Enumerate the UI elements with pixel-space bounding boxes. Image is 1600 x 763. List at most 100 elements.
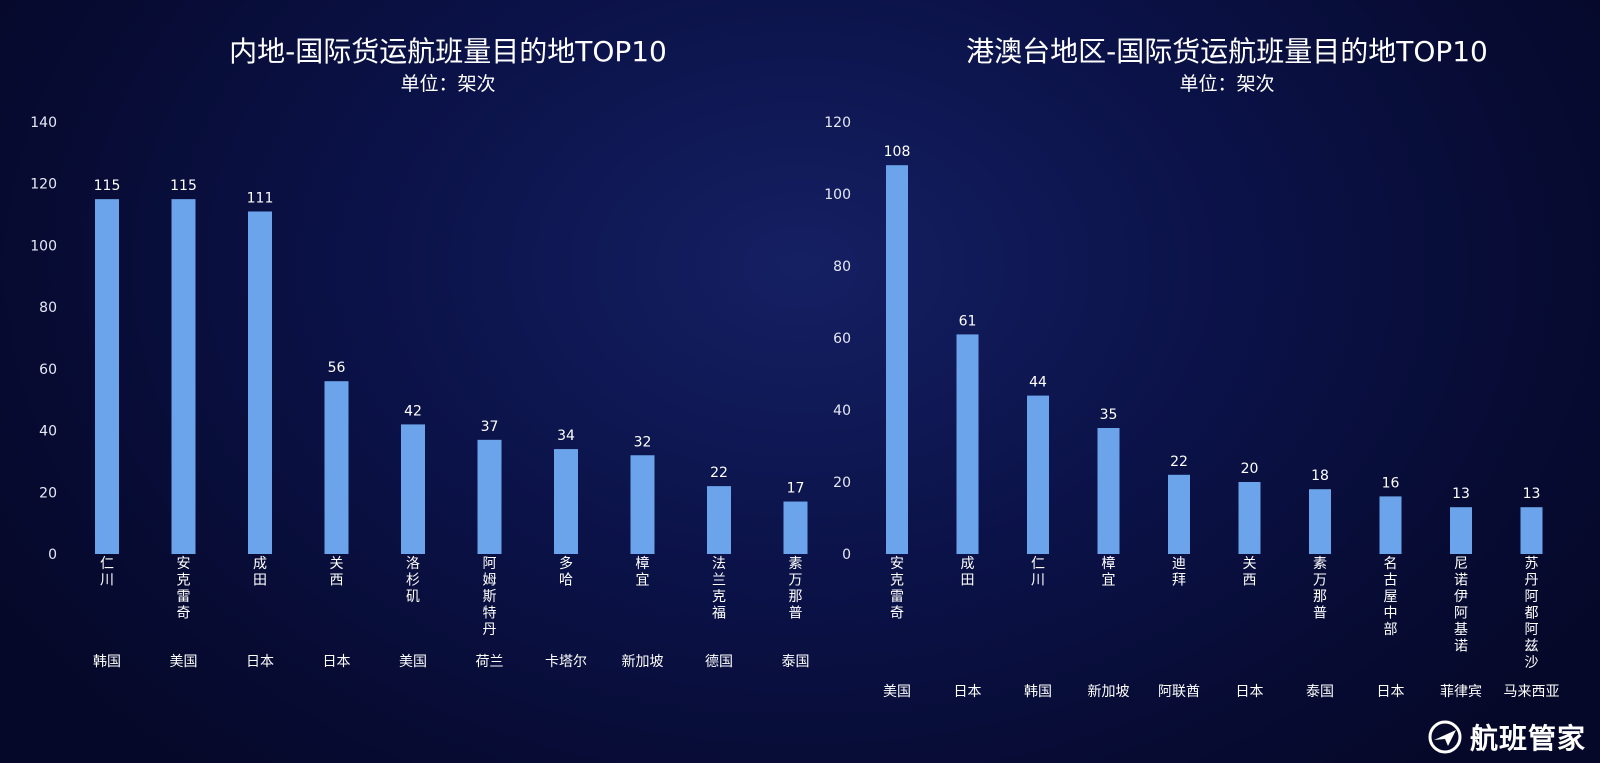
bar-value-label: 20 bbox=[1241, 461, 1259, 477]
category-label: 樟宜 bbox=[636, 555, 650, 589]
country-label: 美国 bbox=[170, 654, 198, 670]
category-label: 苏丹阿都阿兹沙 bbox=[1525, 556, 1539, 671]
bar bbox=[1520, 507, 1543, 554]
bar bbox=[956, 334, 979, 554]
y-tick-label: 0 bbox=[842, 547, 851, 563]
category-label: 仁川 bbox=[1031, 556, 1045, 589]
chart-title: 港澳台地区-国际货运航班量目的地TOP10 bbox=[966, 35, 1488, 68]
bar bbox=[1027, 395, 1049, 554]
category-label: 迪拜 bbox=[1172, 556, 1186, 589]
category-label: 法兰克福 bbox=[712, 556, 726, 622]
chart-subtitle: 单位：架次 bbox=[1179, 73, 1274, 95]
bar-value-label: 35 bbox=[1100, 407, 1118, 423]
bar bbox=[1238, 482, 1261, 554]
y-tick-label: 100 bbox=[824, 187, 851, 203]
bar-value-label: 32 bbox=[634, 434, 652, 450]
country-label: 日本 bbox=[1236, 684, 1264, 700]
bar bbox=[783, 501, 808, 554]
country-label: 荷兰 bbox=[476, 654, 504, 670]
country-label: 美国 bbox=[399, 654, 427, 670]
bar bbox=[477, 439, 502, 554]
bar bbox=[324, 381, 349, 554]
country-label: 日本 bbox=[1377, 684, 1405, 700]
bar-value-label: 44 bbox=[1029, 375, 1047, 391]
country-label: 马来西亚 bbox=[1504, 684, 1560, 700]
bar bbox=[1097, 428, 1120, 554]
country-label: 德国 bbox=[705, 654, 733, 670]
category-label: 尼诺伊阿基诺 bbox=[1454, 556, 1468, 655]
bar bbox=[1379, 496, 1402, 554]
bar bbox=[401, 424, 425, 554]
category-label: 成田 bbox=[961, 556, 975, 589]
y-tick-label: 100 bbox=[30, 238, 57, 254]
country-label: 阿联酋 bbox=[1158, 683, 1200, 700]
category-label: 安克雷奇 bbox=[177, 556, 191, 622]
y-tick-label: 20 bbox=[39, 485, 57, 501]
bar bbox=[707, 486, 731, 554]
bar-value-label: 22 bbox=[1170, 454, 1188, 470]
category-label: 名古屋中部 bbox=[1384, 556, 1398, 638]
bar-value-label: 42 bbox=[404, 403, 422, 419]
mainland-chart: 内地-国际货运航班量目的地TOP10 单位：架次 0 20 40 60 80 100 120… bbox=[30, 35, 809, 670]
bar-value-label: 111 bbox=[247, 190, 274, 206]
y-tick-label: 140 bbox=[30, 115, 57, 131]
bar-value-label: 115 bbox=[94, 178, 121, 194]
brand-logo-icon bbox=[1428, 720, 1462, 754]
bar-value-label: 56 bbox=[328, 360, 346, 376]
category-label: 素万那普 bbox=[1313, 556, 1327, 622]
category-label: 关西 bbox=[1243, 556, 1257, 589]
hkmotw-chart: 港澳台地区-国际货运航班量目的地TOP10 单位：架次 0 20 40 60 80 100… bbox=[824, 35, 1559, 700]
bar bbox=[171, 199, 196, 554]
bar-value-label: 18 bbox=[1311, 468, 1329, 484]
chart-subtitle: 单位：架次 bbox=[400, 73, 495, 95]
country-label: 菲律宾 bbox=[1440, 684, 1482, 700]
y-tick-label: 40 bbox=[833, 403, 851, 419]
y-tick-label: 60 bbox=[833, 331, 851, 347]
country-label: 韩国 bbox=[1024, 684, 1052, 700]
bar-value-label: 16 bbox=[1382, 475, 1400, 491]
country-label: 美国 bbox=[883, 684, 911, 700]
category-label: 仁川 bbox=[100, 556, 114, 589]
country-label: 新加坡 bbox=[622, 654, 664, 670]
chart-title: 内地-国际货运航班量目的地TOP10 bbox=[229, 35, 667, 68]
bar-value-label: 108 bbox=[884, 144, 911, 160]
bar bbox=[1309, 489, 1331, 554]
category-label: 洛杉矶 bbox=[406, 556, 420, 605]
category-label: 阿姆斯特丹 bbox=[483, 556, 497, 638]
bar-value-label: 13 bbox=[1452, 486, 1470, 502]
country-label: 韩国 bbox=[93, 654, 121, 670]
y-tick-label: 80 bbox=[833, 259, 851, 275]
y-tick-label: 40 bbox=[39, 424, 57, 440]
y-tick-label: 80 bbox=[39, 300, 57, 316]
y-tick-label: 20 bbox=[833, 475, 851, 491]
bar-value-label: 22 bbox=[710, 465, 728, 481]
bar bbox=[248, 211, 272, 554]
bar bbox=[886, 165, 908, 554]
y-tick-label: 120 bbox=[30, 177, 57, 193]
category-label: 樟宜 bbox=[1102, 555, 1116, 589]
brand-watermark: 航班管家 bbox=[1428, 717, 1586, 757]
y-tick-label: 60 bbox=[39, 362, 57, 378]
country-label: 日本 bbox=[323, 654, 351, 670]
bar-value-label: 115 bbox=[170, 178, 197, 194]
bar-value-label: 13 bbox=[1523, 486, 1541, 502]
bar-value-label: 61 bbox=[959, 313, 977, 329]
bar bbox=[95, 199, 119, 554]
country-label: 泰国 bbox=[1306, 684, 1334, 700]
bar-value-label: 34 bbox=[557, 428, 575, 444]
category-label: 安克雷奇 bbox=[890, 556, 904, 622]
y-tick-label: 0 bbox=[48, 547, 57, 563]
country-label: 新加坡 bbox=[1088, 684, 1130, 700]
category-label: 关西 bbox=[330, 556, 344, 589]
category-label: 多哈 bbox=[559, 555, 573, 589]
country-label: 日本 bbox=[246, 654, 274, 670]
bar bbox=[1168, 474, 1190, 554]
country-label: 卡塔尔 bbox=[545, 654, 587, 670]
country-label: 泰国 bbox=[782, 654, 810, 670]
bar bbox=[630, 455, 655, 554]
country-label: 日本 bbox=[954, 684, 982, 700]
category-label: 素万那普 bbox=[789, 556, 803, 622]
bar-value-label: 17 bbox=[787, 481, 805, 497]
bar bbox=[1450, 507, 1472, 554]
